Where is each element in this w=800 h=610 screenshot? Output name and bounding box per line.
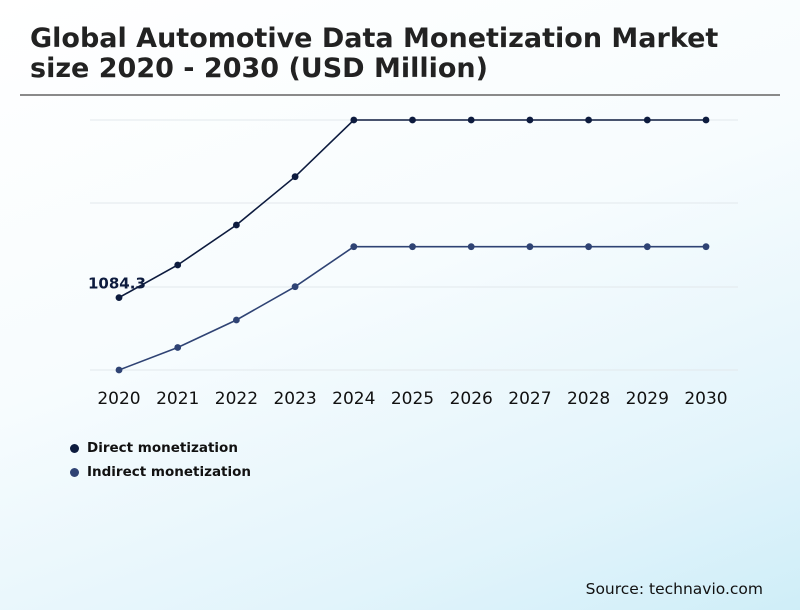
x-tick-label: 2027 — [508, 389, 551, 409]
data-point-indirect — [467, 243, 475, 251]
x-tick-label: 2026 — [450, 389, 493, 409]
legend-marker-direct — [70, 443, 79, 453]
data-point-indirect — [643, 243, 651, 251]
legend-item-direct: Direct monetization — [70, 436, 251, 460]
data-point-indirect — [115, 366, 123, 374]
data-point-direct — [233, 221, 240, 229]
data-point-direct — [174, 261, 182, 269]
source-credit: Source: technavio.com — [585, 580, 763, 598]
x-tick-label: 2030 — [684, 389, 727, 409]
data-point-indirect — [526, 243, 534, 251]
data-point-direct — [526, 116, 534, 124]
data-point-indirect — [350, 243, 358, 251]
data-point-indirect — [233, 316, 240, 324]
x-tick-label: 2024 — [332, 389, 375, 409]
legend-label-direct: Direct monetization — [87, 440, 238, 456]
data-point-indirect — [702, 243, 710, 251]
title-divider — [20, 94, 780, 96]
x-tick-label: 2022 — [215, 389, 258, 409]
data-point-direct — [585, 116, 592, 124]
legend-item-indirect: Indirect monetization — [70, 460, 251, 484]
series-line-indirect — [118, 245, 706, 371]
x-tick-label: 2028 — [567, 389, 610, 409]
data-point-indirect — [585, 243, 592, 251]
data-point-indirect — [409, 243, 416, 251]
line-chart: 2020 2021 2022 2023 2024 2025 2026 2027 2028 2029… — [88, 116, 738, 409]
data-point-direct — [467, 116, 475, 124]
legend-marker-indirect — [70, 467, 79, 477]
x-tick-label: 2020 — [97, 389, 140, 409]
data-point-direct — [409, 116, 416, 124]
chart-title: Global Automotive Data Monetization Mark… — [30, 23, 719, 84]
data-point-direct — [643, 116, 651, 124]
data-point-indirect — [174, 344, 182, 351]
data-point-direct — [115, 294, 123, 302]
data-point-direct — [702, 116, 710, 124]
x-tick-label: 2021 — [156, 389, 199, 409]
x-tick-label: 2023 — [273, 389, 316, 409]
series-line-direct — [118, 119, 706, 299]
x-tick-label: 2029 — [626, 389, 669, 409]
legend-label-indirect: Indirect monetization — [87, 464, 252, 480]
data-label: 1084.3 — [88, 275, 146, 293]
x-tick-label: 2025 — [391, 389, 434, 409]
data-point-direct — [291, 173, 299, 181]
data-point-direct — [350, 116, 358, 124]
legend: Direct monetization Indirect monetizatio… — [70, 436, 251, 484]
data-point-indirect — [291, 283, 299, 291]
